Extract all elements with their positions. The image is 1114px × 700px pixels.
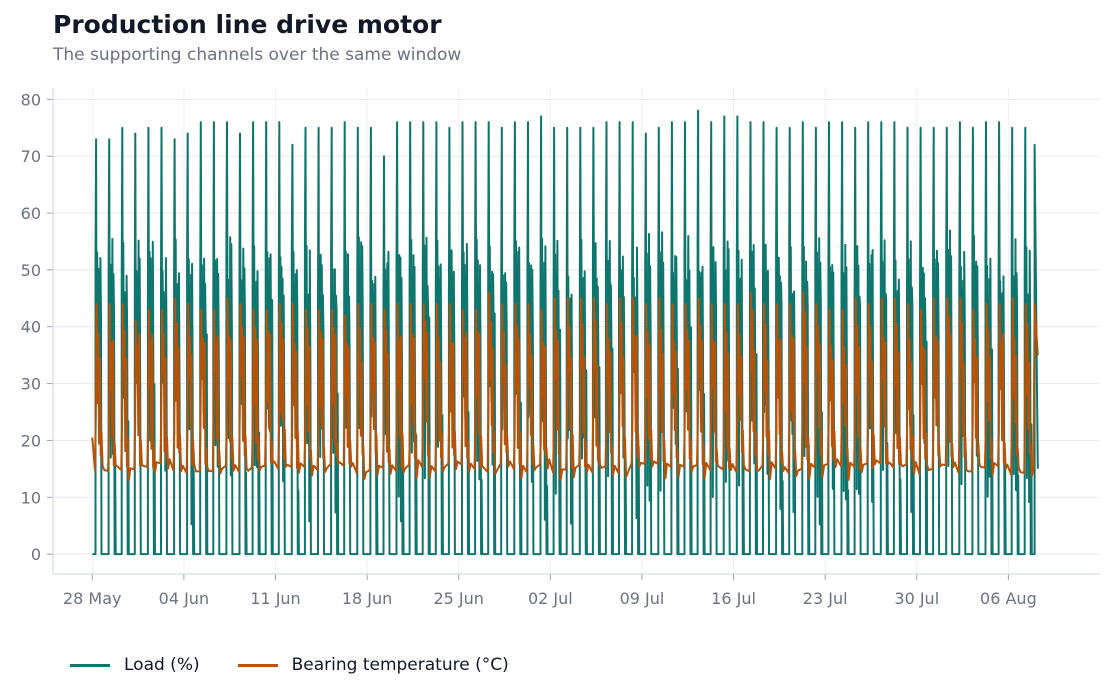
x-tick-label: 06 Aug (980, 589, 1037, 608)
x-tick-label: 16 Jul (711, 589, 756, 608)
y-tick-label: 50 (21, 261, 41, 280)
legend-label-load: Load (%) (124, 655, 200, 675)
x-tick-label: 09 Jul (620, 589, 665, 608)
chart-subtitle: The supporting channels over the same wi… (53, 45, 462, 65)
x-tick-label: 23 Jul (803, 589, 848, 608)
x-tick-label: 30 Jul (894, 589, 939, 608)
x-tick-label: 11 Jun (250, 589, 300, 608)
y-tick-label: 0 (31, 545, 41, 564)
y-tick-label: 60 (21, 204, 41, 223)
x-tick-label: 18 Jun (342, 589, 392, 608)
series-line-bearing-temperature (91, 291, 1039, 482)
line-chart: 28 May 04 Jun 11 Jun 18 Jun 25 Jun 02 Jul 09 J… (21, 88, 1100, 608)
legend-label-bearing-temperature: Bearing temperature (°C) (291, 655, 509, 675)
y-tick-label: 80 (21, 90, 41, 109)
legend-swatch-load (70, 663, 110, 667)
x-tick-label: 25 Jun (433, 589, 483, 608)
x-tick-label: 28 May (63, 589, 122, 608)
x-tick-label: 04 Jun (159, 589, 209, 608)
legend-item-bearing-temperature[interactable]: Bearing temperature (°C) (237, 655, 509, 675)
y-tick-label: 10 (21, 488, 41, 507)
legend-item-load[interactable]: Load (%) (70, 655, 200, 675)
x-tick-label: 02 Jul (528, 589, 573, 608)
y-tick-label: 20 (21, 431, 41, 450)
y-tick-label: 70 (21, 147, 41, 166)
chart-legend: Load (%) Bearing temperature (°C) (70, 655, 509, 675)
y-tick-label: 30 (21, 375, 41, 394)
chart-title: Production line drive motor (53, 10, 442, 39)
legend-swatch-bearing-temperature (237, 663, 278, 667)
y-tick-label: 40 (21, 318, 41, 337)
